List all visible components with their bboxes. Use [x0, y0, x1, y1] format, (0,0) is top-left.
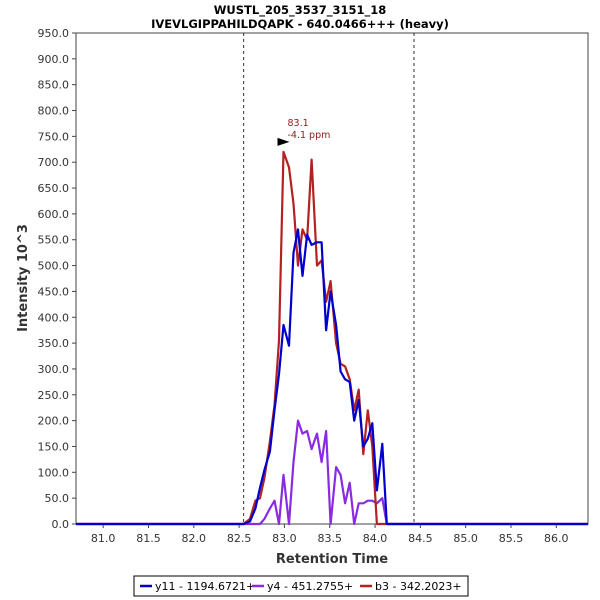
legend — [133, 575, 469, 597]
peak-annotation: 83.1 -4.1 ppm — [277, 118, 330, 146]
x-axis-title: Retention Time — [276, 552, 388, 567]
y-tick-label: 900.0 — [38, 53, 70, 66]
y-tick-label: 750.0 — [38, 130, 70, 143]
x-tick-label: 86.0 — [544, 532, 569, 545]
legend-label: y11 - 1194.6721+ — [155, 580, 255, 593]
chart-title: WUSTL_205_3537_3151_18 — [214, 3, 387, 18]
y-tick-label: 200.0 — [38, 415, 70, 428]
peak-annotation-rt: 83.1 — [287, 118, 308, 129]
y-tick-label: 650.0 — [38, 182, 70, 195]
x-tick-label: 82.0 — [182, 532, 207, 545]
series-line-0 — [76, 228, 588, 526]
y-tick-label: 250.0 — [38, 389, 70, 402]
x-tick-label: 83.0 — [272, 532, 297, 545]
x-tick-label: 82.5 — [227, 532, 252, 545]
y-axis-title: Intensity 10^3 — [16, 224, 31, 332]
y-tick-label: 450.0 — [38, 285, 70, 298]
x-tick-label: 84.5 — [408, 532, 433, 545]
integration-boundaries — [243, 33, 415, 524]
series-layer — [76, 150, 588, 526]
y-tick-label: 300.0 — [38, 363, 70, 376]
y-tick-label: 500.0 — [38, 260, 70, 273]
y-tick-label: 950.0 — [38, 27, 70, 40]
x-tick-label: 81.0 — [91, 532, 116, 545]
y-tick-label: 850.0 — [38, 79, 70, 92]
y-tick-label: 100.0 — [38, 466, 70, 479]
y-tick-label: 350.0 — [38, 337, 70, 350]
y-tick-label: 550.0 — [38, 234, 70, 247]
chart-subtitle: IVEVLGIPPAHILDQAPK - 640.0466+++ (heavy) — [151, 17, 449, 31]
peak-annotation-ppm: -4.1 ppm — [287, 130, 330, 141]
legend-label: b3 - 342.2023+ — [375, 580, 462, 593]
y-tick-label: 600.0 — [38, 208, 70, 221]
legend-items: y11 - 1194.6721+ y4 - 451.2755+ b3 - 342.2… — [140, 580, 462, 593]
y-tick-label: 50.0 — [45, 492, 70, 505]
x-tick-label: 81.5 — [136, 532, 161, 545]
series-line-2 — [76, 150, 588, 526]
plot-area — [75, 32, 589, 525]
legend-label: y4 - 451.2755+ — [267, 580, 353, 593]
x-axis: 81.0 81.5 82.0 82.5 83.0 83.5 84.0 84.5 85.0 85.5… — [91, 524, 569, 545]
x-tick-label: 85.0 — [453, 532, 478, 545]
y-tick-label: 0.0 — [52, 518, 70, 531]
x-tick-label: 85.5 — [499, 532, 524, 545]
series-line-1 — [76, 419, 588, 526]
y-tick-label: 400.0 — [38, 311, 70, 324]
x-tick-label: 83.5 — [317, 532, 342, 545]
y-tick-label: 800.0 — [38, 105, 70, 118]
y-tick-label: 150.0 — [38, 440, 70, 453]
y-tick-label: 700.0 — [38, 156, 70, 169]
peak-arrow-icon — [277, 137, 290, 146]
x-tick-label: 84.0 — [363, 532, 388, 545]
y-axis: 0.0 50.0 100.0 150.0 200.0 250.0 300.0 350.0 400… — [38, 27, 76, 531]
